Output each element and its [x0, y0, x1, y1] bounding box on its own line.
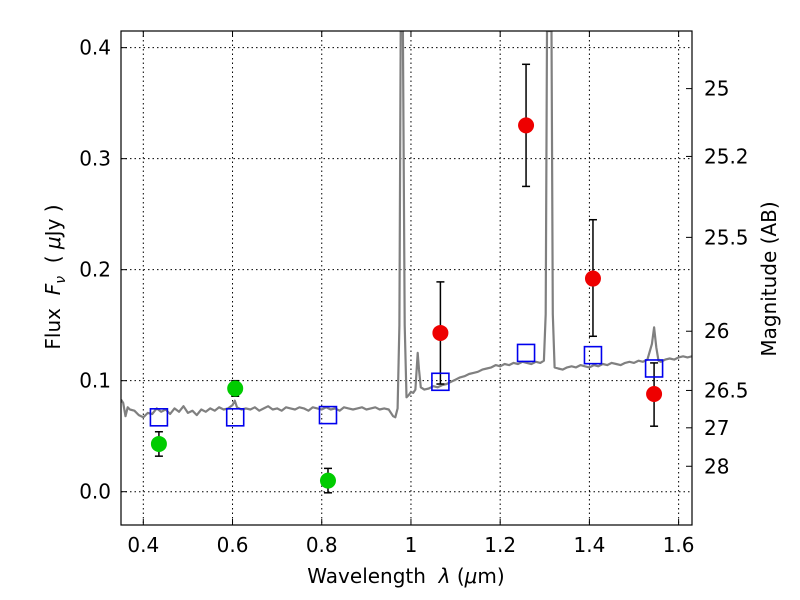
y-tick-label: 0.1	[79, 369, 111, 393]
plot-frame	[120, 30, 693, 526]
x-tick-label: 1	[405, 533, 418, 557]
y2-tick-label: 25.2	[704, 144, 749, 168]
observed-optical-point	[319, 472, 336, 489]
x-tick-label: 1.6	[663, 533, 695, 557]
model-photometry-point	[516, 343, 536, 363]
x-tick-label: 0.8	[306, 533, 338, 557]
observed-nir-point	[646, 386, 663, 403]
y2-tick-label: 26	[704, 319, 729, 343]
model-photometry-point	[431, 372, 450, 392]
x-tick-label: 0.4	[127, 533, 159, 557]
y2-tick-label: 25.5	[704, 225, 749, 249]
x-axis-label: Wavelength λ (μm)	[307, 564, 504, 588]
axis-ticks	[121, 31, 692, 525]
x-tick-label: 0.6	[217, 533, 249, 557]
y-axis-label: Flux Fν ( μJy )	[41, 204, 69, 349]
model-photometry-point	[149, 408, 169, 427]
observed-optical-point	[150, 435, 167, 452]
grid-lines	[121, 31, 692, 525]
template-spectrum-line	[121, 31, 692, 419]
observed-nir-point	[432, 324, 449, 341]
model-photometry-point	[225, 408, 245, 427]
y-tick-label: 0.2	[79, 258, 111, 282]
x-tick-label: 1.4	[573, 533, 605, 557]
tick-labels: 0.4 0.6 0.8 1 1.2 1.4 1.6 0.0 0.1 0.2 0.3 0.4 25 25.2…	[79, 36, 748, 557]
observed-nir-point	[584, 270, 601, 287]
model-photometry-point	[644, 359, 664, 378]
y2-tick-label: 27	[704, 416, 729, 440]
model-photometry-point	[583, 345, 603, 365]
plot-area	[121, 31, 692, 494]
y-tick-label: 0.3	[79, 147, 111, 171]
y-tick-label: 0.4	[79, 36, 111, 60]
y2-tick-label: 25	[704, 77, 729, 101]
y2-axis-label: Magnitude (AB)	[757, 201, 781, 356]
y-tick-label: 0.0	[79, 480, 111, 504]
observed-optical-point	[227, 380, 244, 397]
y2-tick-label: 26.5	[704, 378, 749, 402]
data-markers	[149, 117, 664, 489]
x-tick-label: 1.2	[484, 533, 516, 557]
y2-tick-label: 28	[704, 454, 729, 478]
model-photometry-point	[318, 405, 338, 425]
observed-nir-point	[518, 117, 535, 134]
